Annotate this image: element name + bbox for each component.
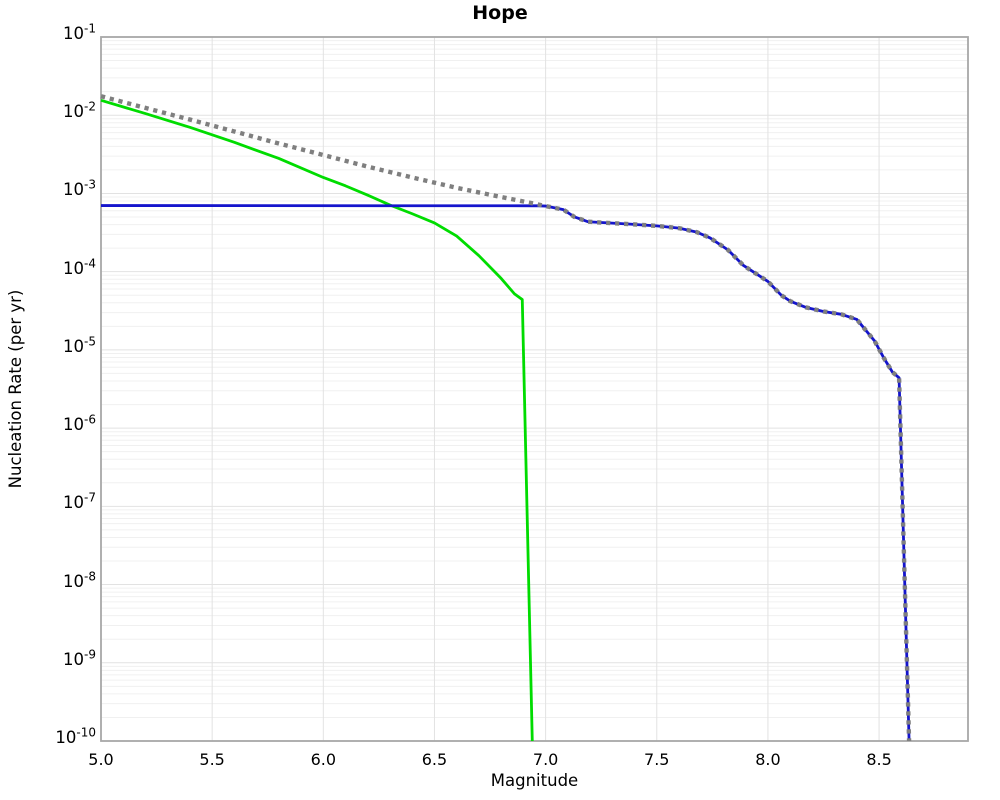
y-tick-label: 10-10 [55,725,96,748]
chart-title: Hope [472,2,528,24]
gray-dotted-line [100,94,912,742]
x-tick-label: 5.5 [199,750,225,769]
green-solid-line [100,98,534,742]
x-tick-label: 6.0 [310,750,337,769]
x-tick-label: 5.0 [88,750,114,769]
x-tick-label: 8.0 [755,750,781,769]
x-tick-label: 8.5 [866,750,892,769]
y-tick-label: 10-6 [63,412,96,435]
y-tick-label: 10-3 [63,177,96,200]
x-tick-label: 7.5 [644,750,670,769]
y-tick-label: 10-7 [63,490,96,513]
blue-solid-line [100,204,911,742]
x-tick-label: 7.0 [532,750,559,769]
y-tick-label: 10-2 [63,99,96,122]
x-axis-title: Magnitude [490,771,579,790]
y-tick-label: 10-8 [63,569,96,591]
y-tick-label: 10-5 [63,334,96,356]
x-tick-label: 6.5 [421,750,448,769]
y-tick-label: 10-4 [63,256,96,278]
plot-frame [100,36,969,742]
y-tick-label: 10-1 [63,21,96,44]
y-tick-label: 10-9 [63,647,96,669]
